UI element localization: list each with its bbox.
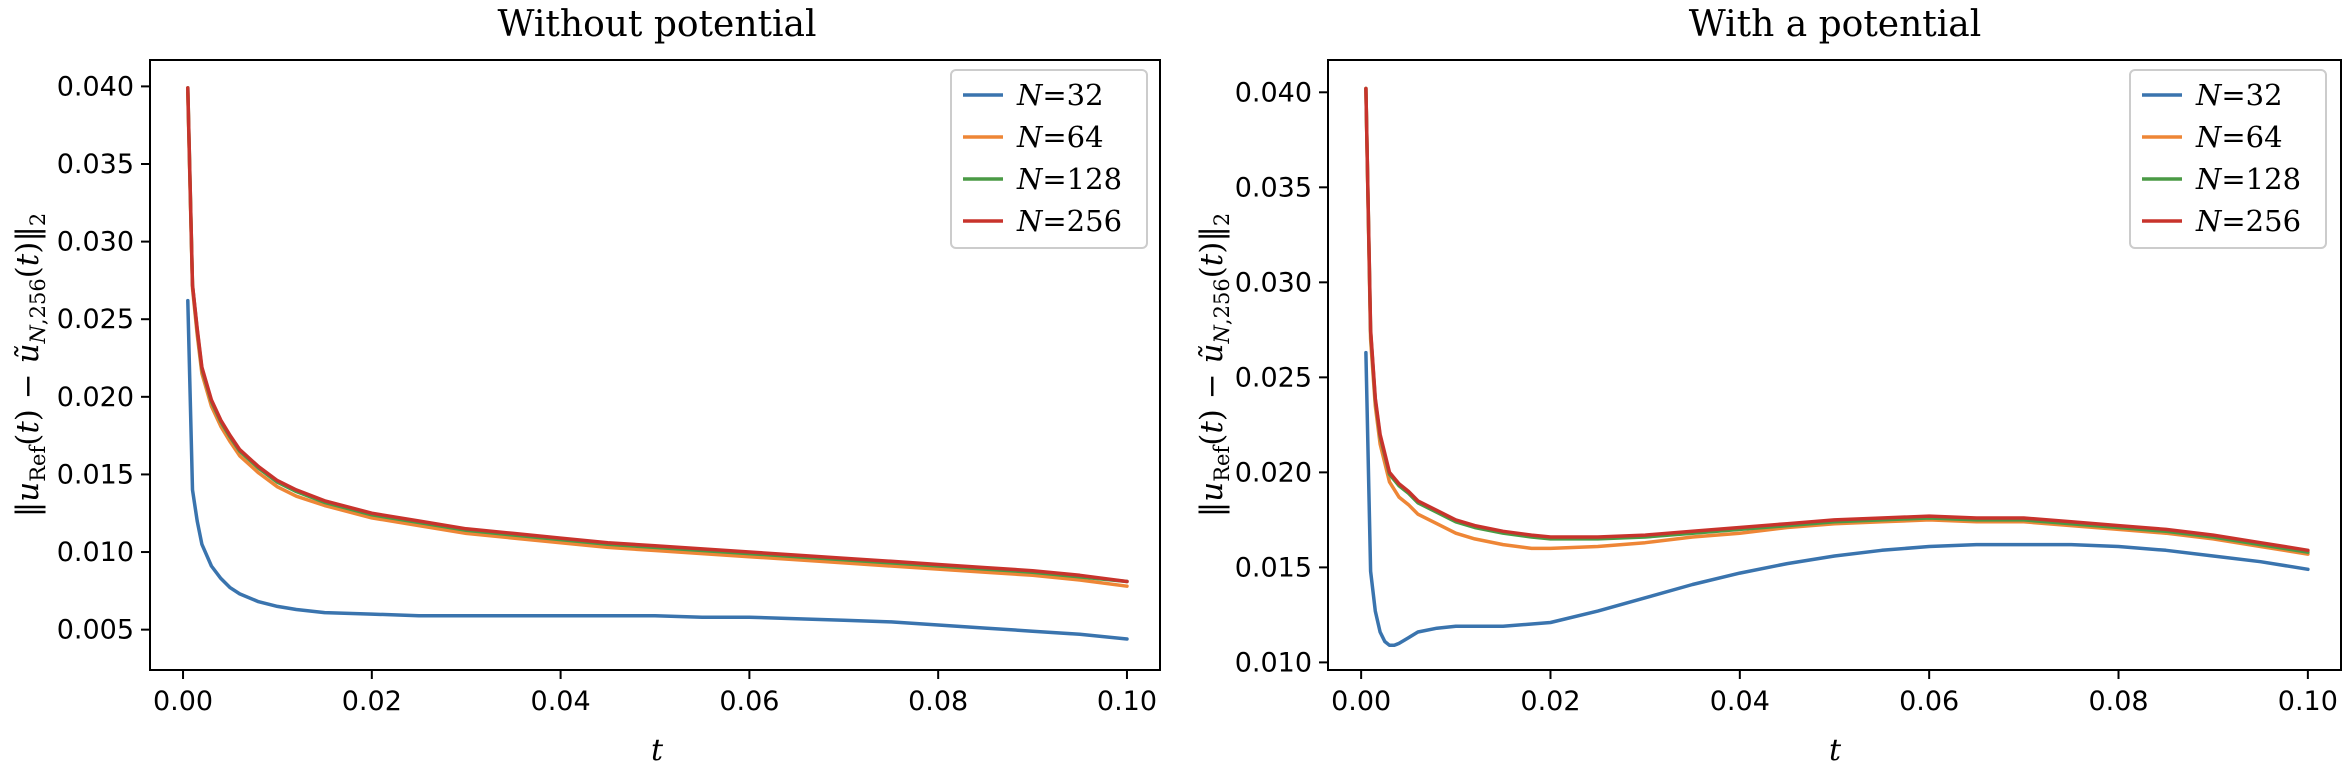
chart-without-potential: Without potential 0.00 0.02 0.04 0.06 0.08 0.… (10, 4, 1161, 768)
series-line-n-64 (186, 90, 1129, 588)
series-group (186, 86, 1129, 641)
legend-frame (2129, 69, 2327, 249)
legend-label: N=128 (1016, 162, 1122, 196)
y-tick-label: 0.015 (57, 459, 134, 490)
legend-label: N=32 (1016, 78, 1104, 112)
chart-title: With a potential (1689, 4, 1982, 45)
series-line-n-256 (186, 86, 1129, 584)
legend-label: N=64 (2195, 120, 2283, 154)
x-tick-label: 0.06 (719, 686, 779, 717)
x-tick-label: 0.02 (1520, 686, 1580, 717)
y-tick-label: 0.010 (57, 537, 134, 568)
y-axis-ticks: 0.005 0.010 0.015 0.020 0.025 0.030 0.035 0.040 (57, 71, 150, 646)
legend: N=32 N=64 N=128 N=256 (950, 69, 1148, 249)
chart-with-a-potential: With a potential 0.00 0.02 0.04 0.06 0.08 0.1… (1194, 4, 2342, 768)
legend: N=32 N=64 N=128 N=256 (2129, 69, 2327, 249)
x-tick-label: 0.02 (342, 686, 402, 717)
x-tick-label: 0.08 (908, 686, 968, 717)
x-tick-label: 0.08 (2088, 686, 2148, 717)
y-tick-label: 0.030 (1235, 267, 1312, 298)
y-tick-label: 0.020 (57, 382, 134, 413)
x-tick-label: 0.00 (1331, 686, 1391, 717)
y-tick-label: 0.040 (1235, 77, 1312, 108)
y-tick-label: 0.015 (1235, 552, 1312, 583)
x-axis-ticks: 0.00 0.02 0.04 0.06 0.08 0.10 (153, 670, 1157, 717)
series-line-n-256 (1364, 86, 2310, 553)
y-axis-label: ‖uRef(t) − ũN,256(t)‖2 (10, 213, 50, 518)
y-tick-label: 0.030 (57, 227, 134, 258)
x-tick-label: 0.10 (2278, 686, 2338, 717)
plot-frame (1327, 59, 2342, 671)
x-tick-label: 0.00 (153, 686, 213, 717)
chart-title: Without potential (498, 4, 817, 45)
legend-frame (950, 69, 1148, 249)
legend-label: N=128 (2195, 162, 2301, 196)
y-tick-label: 0.005 (57, 615, 134, 646)
y-axis-ticks: 0.010 0.015 0.020 0.025 0.030 0.035 0.040 (1235, 77, 1328, 678)
y-tick-label: 0.035 (1235, 172, 1312, 203)
legend-label: N=256 (2195, 204, 2301, 238)
x-tick-label: 0.04 (1710, 686, 1770, 717)
y-axis-label: ‖uRef(t) − ũN,256(t)‖2 (1194, 213, 1234, 518)
x-axis-label: t (1829, 733, 1842, 768)
series-group (1364, 86, 2310, 648)
y-tick-label: 0.035 (57, 149, 134, 180)
series-line-n-32 (1364, 350, 2310, 648)
y-tick-label: 0.040 (57, 71, 134, 102)
legend-label: N=64 (1016, 120, 1104, 154)
x-tick-label: 0.10 (1097, 686, 1157, 717)
legend-label: N=256 (1016, 204, 1122, 238)
y-tick-label: 0.025 (1235, 362, 1312, 393)
y-tick-label: 0.020 (1235, 457, 1312, 488)
x-axis-ticks: 0.00 0.02 0.04 0.06 0.08 0.10 (1331, 670, 2338, 717)
x-axis-label: t (651, 733, 664, 768)
y-tick-label: 0.025 (57, 304, 134, 335)
x-tick-label: 0.04 (531, 686, 591, 717)
x-tick-label: 0.06 (1899, 686, 1959, 717)
series-line-n-32 (186, 298, 1129, 641)
plot-frame (149, 59, 1161, 671)
y-tick-label: 0.010 (1235, 647, 1312, 678)
legend-label: N=32 (2195, 78, 2283, 112)
series-line-n-64 (1364, 86, 2310, 556)
